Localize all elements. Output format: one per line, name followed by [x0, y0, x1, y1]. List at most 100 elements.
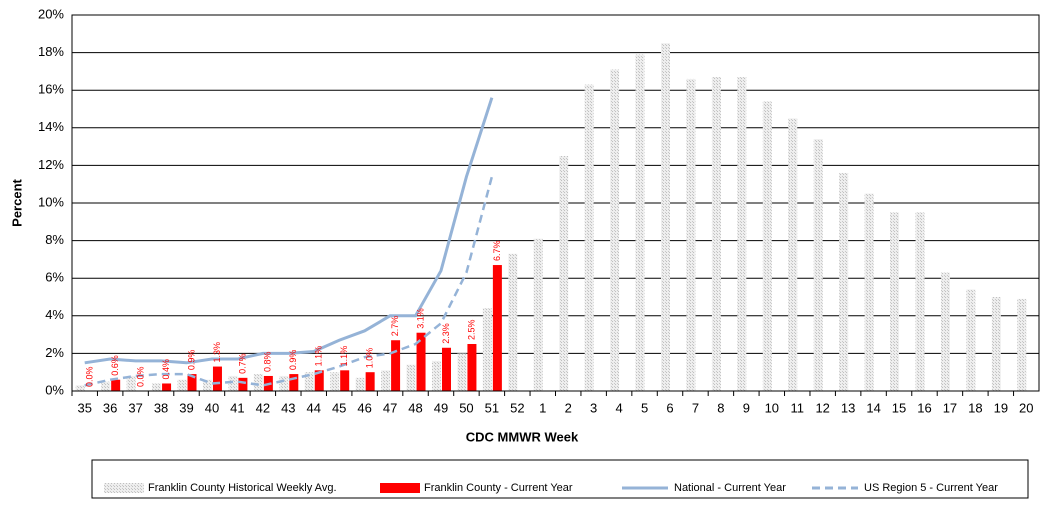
data-label: 0.6%	[110, 355, 120, 376]
bar	[762, 101, 772, 391]
bar	[610, 69, 620, 392]
x-tick-label: 9	[743, 400, 750, 415]
bar	[635, 54, 645, 391]
line	[84, 176, 494, 387]
bar	[75, 385, 85, 391]
x-tick-label: 18	[968, 400, 982, 415]
line	[84, 97, 494, 365]
x-tick-label: 13	[841, 400, 855, 415]
bar	[416, 332, 426, 391]
y-axis-title: Percent	[9, 178, 24, 226]
y-tick-label: 4%	[45, 307, 64, 322]
bar	[381, 370, 391, 391]
x-tick-label: 4	[616, 400, 623, 415]
x-tick-label: 44	[307, 400, 321, 415]
x-tick-label: 19	[994, 400, 1008, 415]
data-label: 0.9%	[288, 350, 298, 371]
x-tick-label: 2	[565, 400, 572, 415]
bar	[966, 289, 976, 391]
bar	[111, 379, 121, 391]
x-tick-label: 7	[692, 400, 699, 415]
bar	[737, 77, 747, 391]
x-tick-label: 3	[590, 400, 597, 415]
data-label: 0.0%	[85, 366, 95, 387]
data-label: 1.1%	[314, 346, 324, 367]
data-label: 1.1%	[339, 346, 349, 367]
x-tick-label: 5	[641, 400, 648, 415]
bar	[126, 375, 136, 391]
x-tick-label: 36	[103, 400, 117, 415]
x-tick-label: 45	[332, 400, 346, 415]
bar	[431, 360, 441, 391]
y-tick-label: 16%	[38, 82, 64, 97]
legend-swatch	[104, 483, 144, 493]
y-tick-label: 8%	[45, 232, 64, 247]
data-label: 3.1%	[415, 308, 425, 329]
bar	[187, 374, 197, 391]
bar	[101, 381, 111, 391]
x-tick-label: 52	[510, 400, 524, 415]
bar	[355, 377, 365, 391]
x-tick-label: 48	[408, 400, 422, 415]
data-label: 1.0%	[365, 348, 375, 369]
y-tick-label: 6%	[45, 270, 64, 285]
x-tick-label: 15	[892, 400, 906, 415]
bar	[559, 156, 569, 391]
x-tick-label: 8	[717, 400, 724, 415]
x-tick-label: 10	[765, 400, 779, 415]
bar	[340, 370, 350, 391]
bar	[365, 372, 375, 391]
data-label: 0.7%	[237, 353, 247, 374]
bar	[864, 193, 874, 391]
bar	[406, 364, 416, 391]
legend	[91, 459, 1029, 499]
x-tick-label: 11	[791, 400, 805, 415]
bar	[839, 172, 849, 391]
bar	[162, 383, 172, 391]
data-label: 2.3%	[441, 323, 451, 344]
bar	[686, 78, 696, 392]
y-tick-label: 18%	[38, 44, 64, 59]
bar	[813, 139, 823, 391]
x-tick-label: 46	[357, 400, 371, 415]
x-tick-label: 17	[943, 400, 957, 415]
bar	[330, 372, 340, 391]
bar	[584, 84, 594, 391]
bar	[661, 43, 671, 391]
bar	[289, 374, 299, 391]
x-tick-label: 43	[281, 400, 295, 415]
x-tick-label: 14	[866, 400, 880, 415]
y-tick-label: 12%	[38, 157, 64, 172]
bar	[391, 340, 401, 391]
y-tick-label: 20%	[38, 6, 64, 21]
bar	[202, 379, 212, 391]
x-tick-label: 42	[256, 400, 270, 415]
data-label: 2.5%	[466, 319, 476, 340]
bar	[482, 308, 492, 391]
data-label: 0.8%	[263, 351, 273, 372]
bar	[533, 238, 543, 391]
plot-border	[71, 14, 1040, 392]
legend-swatch	[380, 483, 420, 493]
bar	[177, 379, 187, 391]
x-tick-label: 47	[383, 400, 397, 415]
bar	[915, 212, 925, 391]
legend-label: Franklin County - Current Year	[424, 482, 573, 494]
data-label: 2.7%	[390, 316, 400, 337]
legend-label: National - Current Year	[674, 482, 786, 494]
x-tick-label: 51	[485, 400, 499, 415]
legend-label: Franklin County Historical Weekly Avg.	[148, 482, 337, 494]
x-tick-label: 20	[1019, 400, 1033, 415]
bar	[304, 372, 314, 391]
x-tick-label: 37	[128, 400, 142, 415]
data-label: 0.4%	[161, 359, 171, 380]
y-tick-label: 2%	[45, 345, 64, 360]
bar	[238, 377, 248, 391]
bar	[711, 77, 721, 391]
bar	[508, 253, 518, 391]
bar	[788, 118, 798, 392]
data-label: 0.0%	[135, 366, 145, 387]
x-tick-label: 1	[539, 400, 546, 415]
